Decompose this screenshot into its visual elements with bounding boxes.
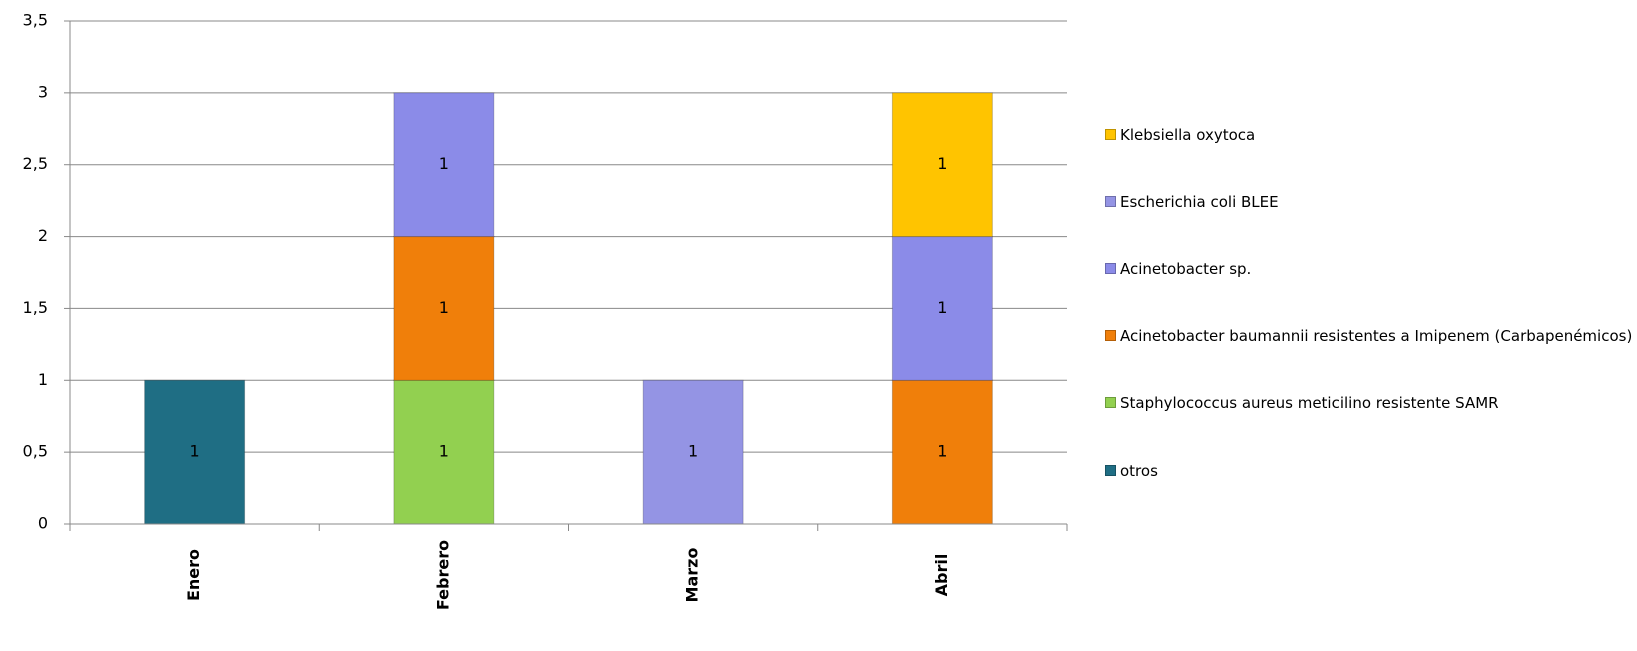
y-tick-label: 0,5 [23, 442, 48, 461]
data-label: 1 [937, 298, 947, 317]
legend-item: Klebsiella oxytoca [1105, 124, 1633, 146]
data-label: 1 [439, 298, 449, 317]
data-label: 1 [439, 442, 449, 461]
legend-swatch [1105, 330, 1116, 341]
legend-label: Acinetobacter sp. [1120, 260, 1252, 278]
y-tick-label: 0 [38, 514, 48, 533]
data-label: 1 [937, 442, 947, 461]
legend-swatch [1105, 196, 1116, 207]
legend-swatch [1105, 397, 1116, 408]
y-tick-label: 3,5 [23, 11, 48, 30]
bar-shade [647, 384, 740, 520]
legend-label: Klebsiella oxytoca [1120, 126, 1256, 144]
legend-item: otros [1105, 460, 1633, 482]
legend-swatch [1105, 465, 1116, 476]
legend-item: Escherichia coli BLEE [1105, 191, 1633, 213]
x-tick-label: Abril [932, 554, 951, 597]
legend-swatch [1105, 263, 1116, 274]
legend-label: Staphylococcus aureus meticilino resiste… [1120, 394, 1499, 412]
bar-shade [896, 96, 989, 233]
x-tick-label: Enero [184, 549, 203, 601]
y-tick-label: 1,5 [23, 298, 48, 317]
data-label: 1 [190, 442, 200, 461]
legend-item: Acinetobacter baumannii resistentes a Im… [1105, 325, 1633, 347]
legend-swatch [1105, 129, 1116, 140]
y-tick-label: 3 [38, 82, 48, 101]
data-label: 1 [937, 154, 947, 173]
bar-shade [397, 240, 490, 377]
legend-label: Acinetobacter baumannii resistentes a Im… [1120, 327, 1633, 345]
data-label: 1 [688, 442, 698, 461]
legend-label: Escherichia coli BLEE [1120, 193, 1279, 211]
legend-item: Staphylococcus aureus meticilino resiste… [1105, 392, 1633, 414]
x-tick-label: Marzo [683, 548, 702, 603]
bar-shade [896, 240, 989, 377]
y-tick-label: 1 [38, 370, 48, 389]
bar-shade [148, 384, 241, 520]
legend-item: Acinetobacter sp. [1105, 258, 1633, 280]
y-tick-label: 2,5 [23, 154, 48, 173]
bar-shade [397, 384, 490, 520]
data-label: 1 [439, 154, 449, 173]
y-tick-label: 2 [38, 226, 48, 245]
legend-label: otros [1120, 462, 1158, 480]
bar-shade [397, 96, 490, 233]
x-tick-label: Febrero [433, 540, 452, 610]
bar-shade [896, 384, 989, 520]
